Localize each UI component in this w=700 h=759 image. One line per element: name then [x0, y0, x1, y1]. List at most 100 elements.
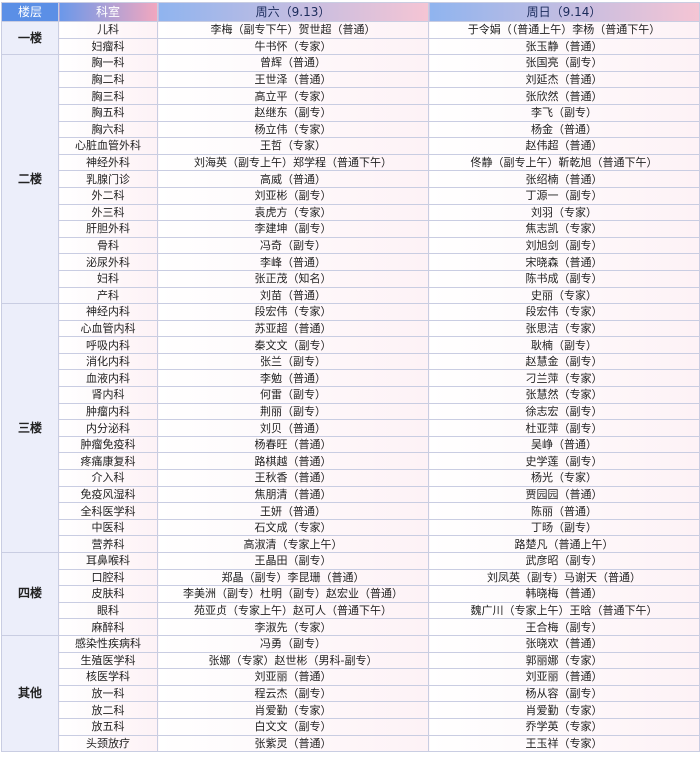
saturday-doctors-cell: 苑亚贞（专家上午）赵可人（普通下午）: [157, 601, 429, 620]
floor-cell: 一楼: [1, 20, 59, 56]
sunday-doctors-cell: 王玉祥（专家）: [428, 734, 700, 753]
sunday-doctors-cell: 丁旸（副专）: [428, 518, 700, 537]
sunday-doctors-cell: 张慧然（专家）: [428, 386, 700, 404]
table-row: 二楼 胸一科 曾辉（普通） 张国亮（副专）: [1, 54, 700, 305]
table-row: 呼吸内科 秦文文（副专） 耿楠（副专）: [2, 336, 700, 354]
table-row: 疼痛康复科 路棋越（普通） 史学莲（副专）: [2, 452, 700, 471]
table-row: 放五科 白文文（副专） 乔学英（专家）: [2, 717, 700, 736]
sunday-doctors-cell: 肖爱勤（专家）: [428, 701, 700, 719]
table-row: 外三科 袁虎方（专家） 刘羽（专家）: [2, 203, 700, 222]
saturday-doctors-cell: 李建坤（副专）: [157, 220, 429, 238]
sunday-doctors-cell: 耿楠（副专）: [428, 336, 700, 354]
saturday-doctors-cell: 段宏伟（专家）: [157, 303, 429, 321]
sunday-doctors-cell: 刘亚丽（普通）: [428, 668, 700, 686]
sunday-doctors-cell: 张思洁（专家）: [428, 319, 700, 338]
table-row: 胸二科 王世泽（普通） 刘延杰（普通）: [2, 70, 700, 89]
table-row: 三楼 神经内科 段宏伟（专家） 段宏伟（专家）: [1, 303, 700, 553]
saturday-doctors-cell: 张正茂（知名）: [157, 269, 429, 288]
department-cell: 外二科: [58, 186, 158, 205]
table-row: 介入科 王秋香（普通） 杨光（专家）: [2, 469, 700, 487]
header-cell: 科室: [58, 2, 158, 22]
department-cell: 全科医学科: [58, 502, 158, 520]
saturday-doctors-cell: 李美洲（副专）杜明（副专）赵宏业（普通）: [157, 585, 429, 603]
sunday-doctors-cell: 武彦昭（副专）: [428, 552, 700, 570]
sunday-doctors-cell: 杨金（普通）: [428, 120, 700, 139]
department-cell: 眼科: [58, 601, 158, 620]
saturday-doctors-cell: 路棋越（普通）: [157, 452, 429, 471]
saturday-doctors-cell: 李梅（副专下午）贺世超（普通）: [157, 21, 429, 39]
department-cell: 口腔科: [58, 568, 158, 587]
saturday-doctors-cell: 张兰（副专）: [157, 352, 429, 371]
header-cell: 楼层: [1, 2, 59, 22]
sunday-doctors-cell: 吴峥（普通）: [428, 435, 700, 454]
sunday-doctors-cell: 张绍楠（普通）: [428, 170, 700, 188]
department-cell: 心血管内科: [58, 319, 158, 338]
sunday-doctors-cell: 赵慧金（副专）: [428, 352, 700, 371]
sunday-doctors-cell: 张欣然（普通）: [428, 87, 700, 105]
header-cell: 周日（9.14）: [428, 2, 700, 22]
department-cell: 外三科: [58, 203, 158, 222]
saturday-doctors-cell: 高立平（专家）: [157, 87, 429, 105]
sunday-doctors-cell: 于令娟（（普通上午）李杨（普通下午）: [428, 21, 700, 39]
sunday-doctors-cell: 张国亮（副专）: [428, 54, 700, 72]
saturday-doctors-cell: 刘贝（普通）: [157, 419, 429, 437]
saturday-doctors-cell: 刘亚丽（普通）: [157, 668, 429, 686]
sunday-doctors-cell: 杨从容（副专）: [428, 684, 700, 703]
table-row: 口腔科 郑晶（副专）李昆珊（普通） 刘凤英（副专）马谢天（普通）: [2, 568, 700, 587]
table-row: 外二科 刘亚彬（副专） 丁源一（副专）: [2, 186, 700, 205]
header-cell: 周六（9.13）: [157, 2, 429, 22]
table-row: 神经外科 刘海英（副专上午）郑学程（普通下午） 佟静（副专上午）靳乾旭（普通下午）: [2, 153, 700, 172]
department-cell: 肝胆外科: [58, 220, 158, 238]
department-cell: 耳鼻喉科: [58, 552, 158, 570]
department-cell: 妇瘤科: [58, 37, 158, 56]
saturday-doctors-cell: 张紫灵（普通）: [157, 734, 429, 753]
saturday-doctors-cell: 刘苗（普通）: [157, 286, 429, 305]
floor-cell: 四楼: [1, 552, 59, 636]
table-row: 乳腺门诊 高威（普通） 张绍楠（普通）: [2, 170, 700, 188]
saturday-doctors-cell: 袁虎方（专家）: [157, 203, 429, 222]
table-row: 皮肤科 李美洲（副专）杜明（副专）赵宏业（普通） 韩晓梅（普通）: [2, 585, 700, 603]
saturday-doctors-cell: 刘亚彬（副专）: [157, 186, 429, 205]
sunday-doctors-cell: 韩晓梅（普通）: [428, 585, 700, 603]
sunday-doctors-cell: 刘旭剑（副专）: [428, 236, 700, 255]
sunday-doctors-cell: 刘羽（专家）: [428, 203, 700, 222]
saturday-doctors-cell: 高威（普通）: [157, 170, 429, 188]
table-row: 麻醉科 李淑先（专家） 王合梅（副专）: [2, 618, 700, 636]
saturday-doctors-cell: 焦朋清（普通）: [157, 485, 429, 504]
department-cell: 产科: [58, 286, 158, 305]
saturday-doctors-cell: 王秋香（普通）: [157, 469, 429, 487]
saturday-doctors-cell: 冯勇（副专）: [157, 634, 429, 653]
saturday-doctors-cell: 高淑清（专家上午）: [157, 535, 429, 553]
saturday-doctors-cell: 苏亚超（普通）: [157, 319, 429, 338]
sunday-doctors-cell: 杜亚萍（副专）: [428, 419, 700, 437]
table-row: 肝胆外科 李建坤（副专） 焦志凯（专家）: [2, 220, 700, 238]
table-row: 生殖医学科 张娜（专家）赵世彬（男科-副专） 郭丽娜（专家）: [2, 651, 700, 670]
saturday-doctors-cell: 白文文（副专）: [157, 717, 429, 736]
department-cell: 核医学科: [58, 668, 158, 686]
table-row: 全科医学科 王妍（普通） 陈丽（普通）: [2, 502, 700, 520]
department-cell: 泌尿外科: [58, 253, 158, 271]
table-row: 四楼 耳鼻喉科 王晶田（副专） 武彦昭（副专）: [1, 552, 700, 636]
department-cell: 神经内科: [58, 303, 158, 321]
saturday-doctors-cell: 王晶田（副专）: [157, 552, 429, 570]
table-row: 一楼 儿科 李梅（副专下午）贺世超（普通） 于令娟（（普通上午）李杨（普通下午）: [1, 20, 700, 56]
table-row: 眼科 苑亚贞（专家上午）赵可人（普通下午） 魏广川（专家上午）王晗（普通下午）: [2, 601, 700, 620]
department-cell: 肿瘤免疫科: [58, 435, 158, 454]
sunday-doctors-cell: 张晓欢（普通）: [428, 634, 700, 653]
sunday-doctors-cell: 丁源一（副专）: [428, 186, 700, 205]
sunday-doctors-cell: 史丽（专家）: [428, 286, 700, 305]
saturday-doctors-cell: 王世泽（普通）: [157, 70, 429, 89]
sunday-doctors-cell: 乔学英（专家）: [428, 717, 700, 736]
department-cell: 疼痛康复科: [58, 452, 158, 471]
sunday-doctors-cell: 赵伟超（普通）: [428, 137, 700, 155]
department-cell: 营养科: [58, 535, 158, 553]
saturday-doctors-cell: 李勉（普通）: [157, 369, 429, 388]
department-cell: 中医科: [58, 518, 158, 537]
sunday-doctors-cell: 焦志凯（专家）: [428, 220, 700, 238]
department-cell: 生殖医学科: [58, 651, 158, 670]
saturday-doctors-cell: 石文成（专家）: [157, 518, 429, 537]
table-row: 妇瘤科 牛书怀（专家） 张玉静（普通）: [2, 37, 700, 56]
department-cell: 放一科: [58, 684, 158, 703]
